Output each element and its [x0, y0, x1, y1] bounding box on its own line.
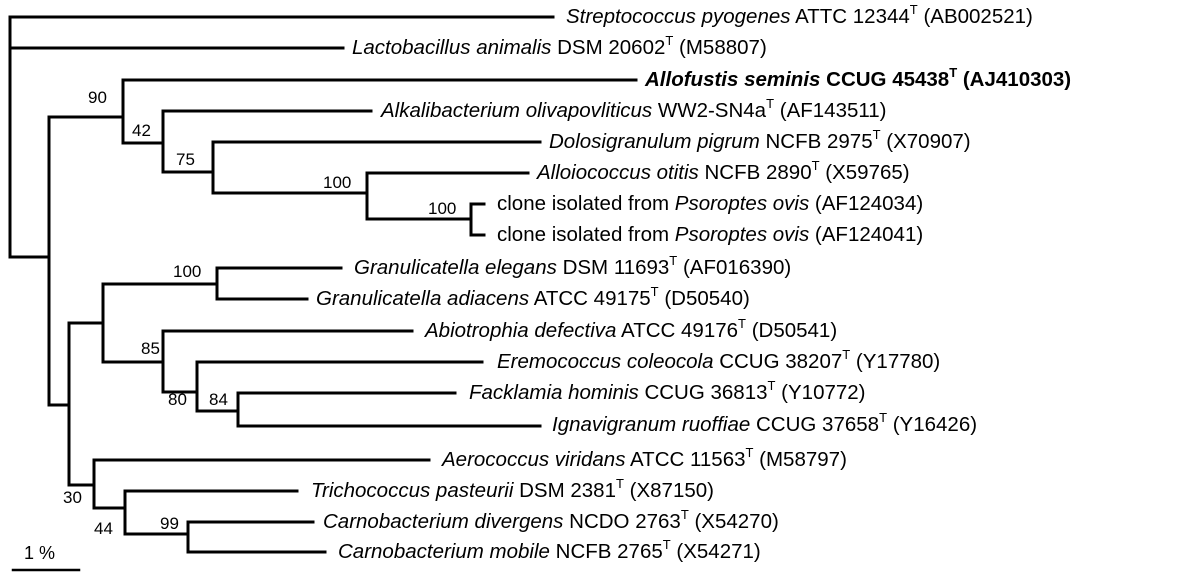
leaf-label-dolosigranulum-pigrum: Dolosigranulum pigrum NCFB 2975T (X70907…: [549, 127, 971, 153]
support-value-30: 30: [63, 488, 82, 507]
support-value-100-granulicatella: 100: [173, 262, 202, 281]
leaf-label-abiotrophia-defectiva: Abiotrophia defectiva ATCC 49176T (D5054…: [425, 316, 838, 342]
scale-bar-label: 1 %: [24, 543, 56, 563]
support-value-85: 85: [141, 339, 160, 358]
leaf-label-clone-af124041: clone isolated from Psoroptes ovis (AF12…: [497, 223, 924, 246]
leaf-label-ignavigranum-ruoffiae: Ignavigranum ruoffiae CCUG 37658T (Y1642…: [552, 410, 978, 436]
leaf-label-carnobacterium-divergens: Carnobacterium divergens NCDO 2763T (X54…: [323, 507, 779, 533]
support-value-42: 42: [132, 121, 151, 140]
support-value-75: 75: [176, 150, 195, 169]
support-value-80: 80: [168, 390, 187, 409]
leaf-label-clone-af124034: clone isolated from Psoroptes ovis (AF12…: [497, 192, 924, 215]
leaf-label-granulicatella-elegans: Granulicatella elegans DSM 11693T (AF016…: [354, 253, 792, 279]
leaf-label-alkalibacterium-olivapovliticus: Alkalibacterium olivapovliticus WW2-SN4a…: [381, 96, 887, 122]
leaf-label-trichococcus-pasteurii: Trichococcus pasteurii DSM 2381T (X87150…: [311, 476, 714, 502]
leaf-label-carnobacterium-mobile: Carnobacterium mobile NCFB 2765T (X54271…: [338, 537, 761, 563]
support-value-99: 99: [160, 514, 179, 533]
support-value-44: 44: [94, 519, 113, 538]
leaf-label-eremococcus-coleocola: Eremococcus coleocola CCUG 38207T (Y1778…: [497, 347, 941, 373]
leaf-label-allofustis-seminis: Allofustis seminis CCUG 45438T (AJ410303…: [645, 65, 1072, 91]
leaf-label-granulicatella-adiacens: Granulicatella adiacens ATCC 49175T (D50…: [316, 284, 750, 310]
support-value-90: 90: [88, 88, 107, 107]
support-value-84: 84: [209, 390, 228, 409]
leaf-label-lactobacillus-animalis: Lactobacillus animalis DSM 20602T (M5880…: [352, 33, 767, 59]
leaf-label-streptococcus-pyogenes: Streptococcus pyogenes ATTC 12344T (AB00…: [566, 2, 1033, 28]
support-value-100-clones: 100: [428, 199, 457, 218]
leaf-label-facklamia-hominis: Facklamia hominis CCUG 36813T (Y10772): [469, 378, 866, 404]
support-value-100-alloiococcus: 100: [323, 173, 352, 192]
leaf-label-alloiococcus-otitis: Alloiococcus otitis NCFB 2890T (X59765): [537, 158, 910, 184]
leaf-label-aerococcus-viridans: Aerococcus viridans ATCC 11563T (M58797): [442, 445, 847, 471]
